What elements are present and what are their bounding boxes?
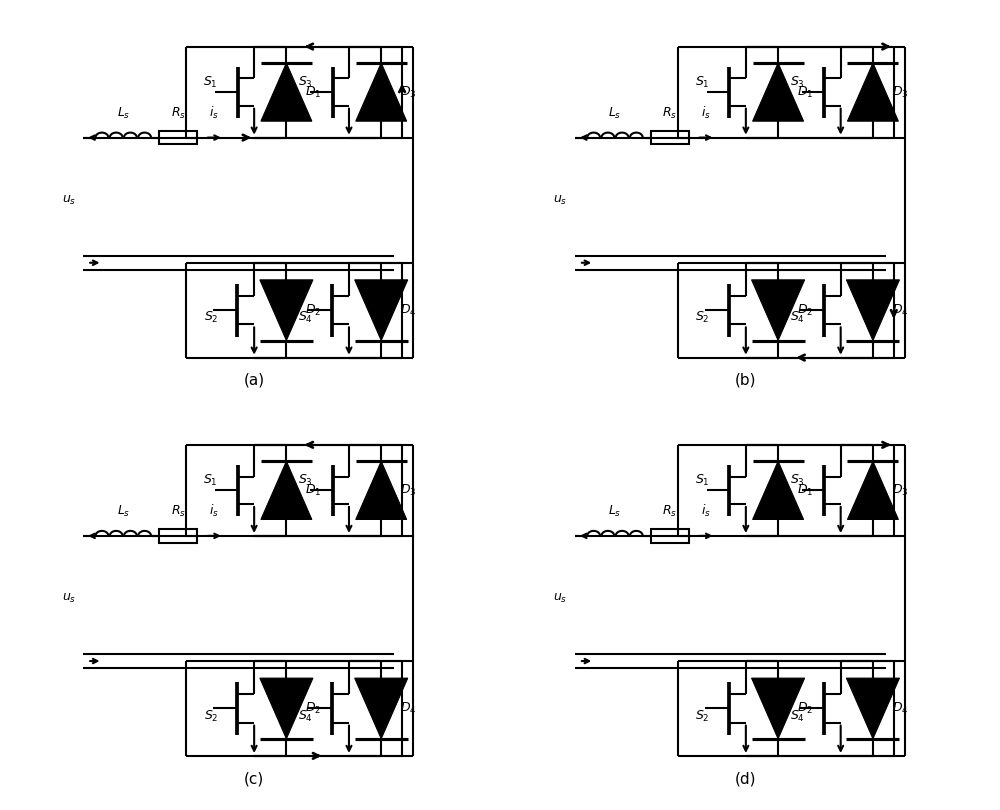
Bar xyxy=(651,131,689,144)
Polygon shape xyxy=(753,63,804,122)
Polygon shape xyxy=(260,678,313,739)
Text: $S_1$: $S_1$ xyxy=(203,473,218,488)
Text: $R_s$: $R_s$ xyxy=(662,105,678,121)
Text: $L_s$: $L_s$ xyxy=(117,504,130,518)
Text: $D_1$: $D_1$ xyxy=(305,483,322,498)
Text: $L_s$: $L_s$ xyxy=(608,504,622,518)
Bar xyxy=(651,529,689,543)
Text: $D_4$: $D_4$ xyxy=(400,701,417,716)
Text: $S_4$: $S_4$ xyxy=(298,709,313,723)
Text: $D_2$: $D_2$ xyxy=(305,701,322,716)
Polygon shape xyxy=(261,461,312,519)
Text: $D_1$: $D_1$ xyxy=(797,483,813,498)
Text: (c): (c) xyxy=(244,771,264,787)
Text: $S_4$: $S_4$ xyxy=(298,310,313,326)
Text: (b): (b) xyxy=(735,373,757,388)
Text: $S_2$: $S_2$ xyxy=(695,310,710,326)
Text: $S_1$: $S_1$ xyxy=(203,75,218,90)
Text: $D_3$: $D_3$ xyxy=(892,84,908,100)
Polygon shape xyxy=(261,63,312,122)
Text: $R_s$: $R_s$ xyxy=(662,504,678,518)
Text: $D_4$: $D_4$ xyxy=(892,303,909,318)
Text: $S_3$: $S_3$ xyxy=(790,75,805,90)
Text: $i_s$: $i_s$ xyxy=(209,503,219,518)
Polygon shape xyxy=(847,63,898,122)
Polygon shape xyxy=(356,461,407,519)
Text: $i_s$: $i_s$ xyxy=(701,104,711,121)
Polygon shape xyxy=(847,461,898,519)
Polygon shape xyxy=(355,279,408,340)
Text: $S_3$: $S_3$ xyxy=(790,473,805,488)
Text: $D_1$: $D_1$ xyxy=(797,84,813,100)
Polygon shape xyxy=(846,678,899,739)
Text: $i_s$: $i_s$ xyxy=(701,503,711,518)
Text: $S_3$: $S_3$ xyxy=(298,473,313,488)
Text: $S_1$: $S_1$ xyxy=(695,473,710,488)
Text: (a): (a) xyxy=(244,373,265,388)
Text: $u_s$: $u_s$ xyxy=(62,194,76,207)
Text: $S_2$: $S_2$ xyxy=(204,310,218,326)
Bar xyxy=(159,131,197,144)
Text: $S_4$: $S_4$ xyxy=(790,709,805,723)
Text: $S_2$: $S_2$ xyxy=(204,709,218,723)
Text: $L_s$: $L_s$ xyxy=(608,105,622,121)
Text: $i_s$: $i_s$ xyxy=(209,104,219,121)
Polygon shape xyxy=(356,63,407,122)
Text: $D_2$: $D_2$ xyxy=(305,303,322,318)
Text: $D_3$: $D_3$ xyxy=(892,483,908,498)
Polygon shape xyxy=(260,279,313,340)
Text: $D_2$: $D_2$ xyxy=(797,303,813,318)
Text: (d): (d) xyxy=(735,771,757,787)
Text: $D_1$: $D_1$ xyxy=(305,84,322,100)
Bar xyxy=(159,529,197,543)
Text: $D_3$: $D_3$ xyxy=(400,84,417,100)
Text: $D_4$: $D_4$ xyxy=(400,303,417,318)
Text: $S_2$: $S_2$ xyxy=(695,709,710,723)
Text: $L_s$: $L_s$ xyxy=(117,105,130,121)
Polygon shape xyxy=(846,279,899,340)
Text: $S_3$: $S_3$ xyxy=(298,75,313,90)
Polygon shape xyxy=(753,461,804,519)
Text: $D_3$: $D_3$ xyxy=(400,483,417,498)
Text: $S_1$: $S_1$ xyxy=(695,75,710,90)
Text: $u_s$: $u_s$ xyxy=(553,194,568,207)
Text: $D_2$: $D_2$ xyxy=(797,701,813,716)
Text: $u_s$: $u_s$ xyxy=(553,592,568,605)
Text: $R_s$: $R_s$ xyxy=(171,504,186,518)
Polygon shape xyxy=(752,678,805,739)
Text: $R_s$: $R_s$ xyxy=(171,105,186,121)
Polygon shape xyxy=(355,678,408,739)
Polygon shape xyxy=(752,279,805,340)
Text: $S_4$: $S_4$ xyxy=(790,310,805,326)
Text: $D_4$: $D_4$ xyxy=(892,701,909,716)
Text: $u_s$: $u_s$ xyxy=(62,592,76,605)
